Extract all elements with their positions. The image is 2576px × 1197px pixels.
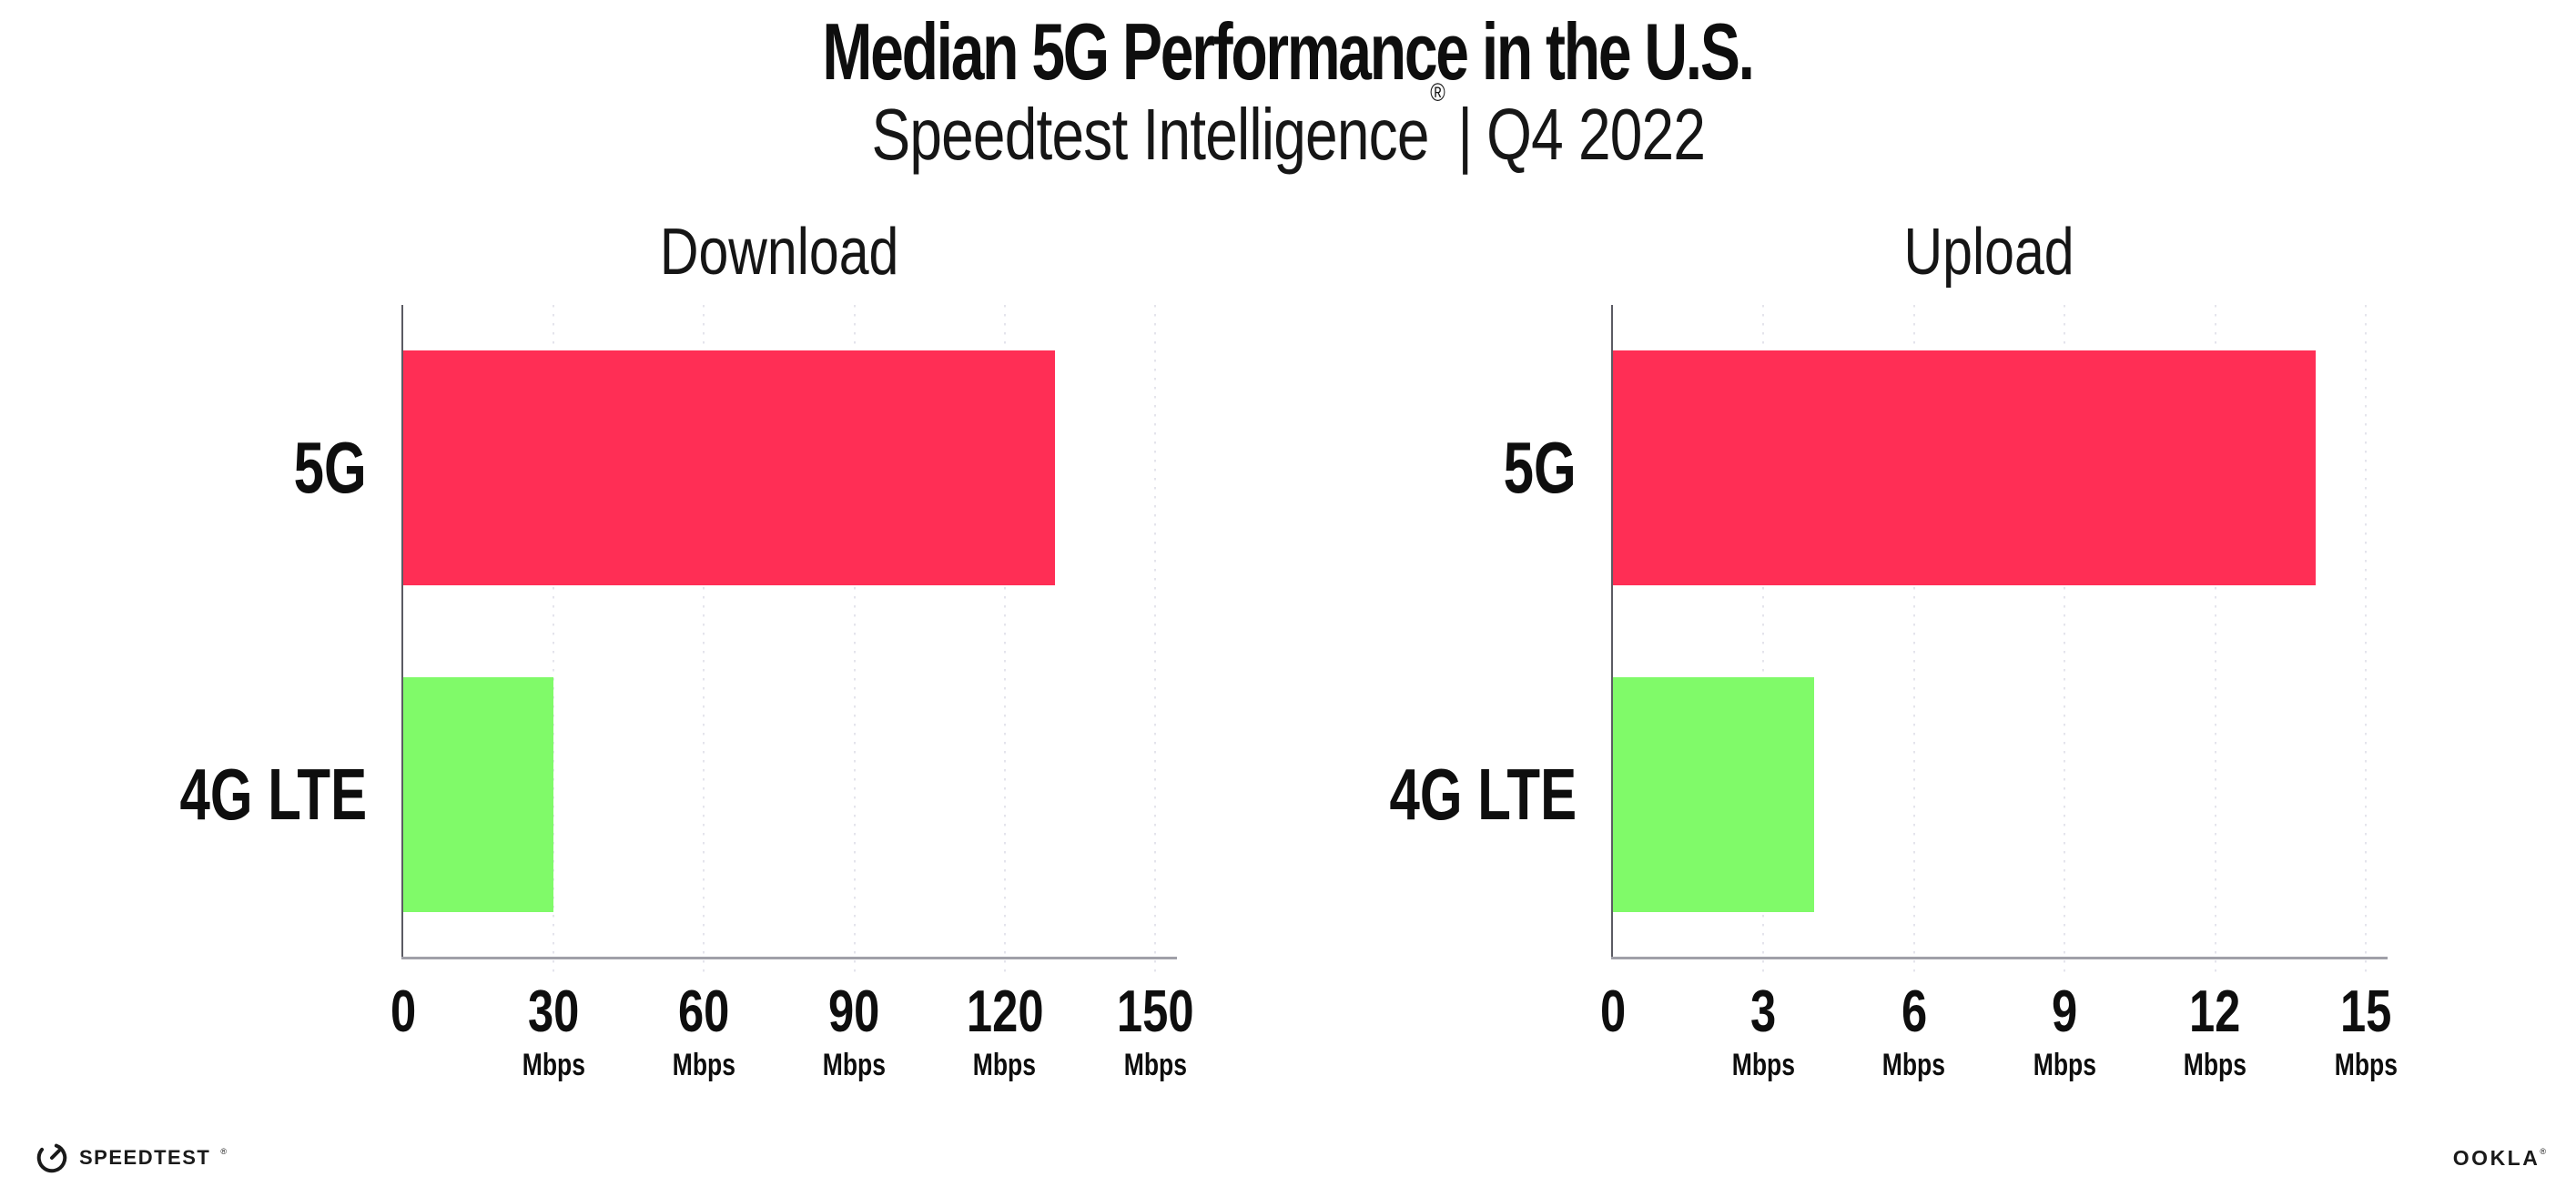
gridline-3 — [1762, 305, 1765, 972]
ookla-trademark: ® — [2540, 1147, 2546, 1156]
gridline-150 — [1154, 305, 1156, 972]
speedtest-logo: SPEEDTEST ® — [35, 1138, 227, 1178]
x-tick-value: 120 — [966, 978, 1044, 1044]
subtitle-brand: Speedtest Intelligence — [871, 94, 1429, 175]
x-tick-value: 15 — [2339, 978, 2392, 1044]
upload-plot-area: 0 3 Mbps 6 Mbps 9 Mbps 12 Mbps 15 Mbps 5G 4G LTE — [1389, 305, 2398, 1080]
y-label-4g-lte: 4G LTE — [179, 753, 367, 835]
x-tick-unit: Mbps — [2033, 1048, 2096, 1082]
registered-mark: ® — [1429, 78, 1445, 107]
page-subtitle: Speedtest Intelligence® | Q4 2022 — [0, 78, 2576, 177]
y-label-5g: 5G — [293, 427, 367, 509]
x-tick-value: 90 — [828, 978, 880, 1044]
x-tick-value: 150 — [1116, 978, 1194, 1044]
upload-chart-title: Upload — [1903, 216, 2075, 289]
x-tick-unit: Mbps — [973, 1048, 1037, 1082]
x-tick-value: 30 — [527, 978, 580, 1044]
gridline-60 — [703, 305, 705, 972]
speedtest-gauge-icon — [36, 1143, 67, 1173]
x-tick-unit: Mbps — [1123, 1048, 1187, 1082]
x-tick-unit: Mbps — [522, 1048, 585, 1082]
gridline-9 — [2064, 305, 2066, 972]
subtitle-separator: | — [1457, 94, 1473, 175]
bar-4g-lte — [403, 676, 554, 912]
x-tick-value: 6 — [1901, 978, 1927, 1044]
x-tick-unit: Mbps — [1731, 1048, 1796, 1082]
gridline-90 — [853, 305, 856, 972]
gridline-30 — [553, 305, 555, 972]
speedtest-trademark: ® — [220, 1147, 227, 1156]
y-axis-line — [401, 305, 403, 959]
download-plot-area: 0 30 Mbps 60 Mbps 90 Mbps 120 Mbps 150 Mbps 5G 4G LT… — [179, 305, 1193, 1080]
subtitle-period: Q4 2022 — [1486, 94, 1706, 175]
x-tick-value: 0 — [1599, 978, 1627, 1044]
x-tick-value: 60 — [678, 978, 730, 1044]
x-axis-line — [401, 957, 1177, 959]
page-subtitle-text: Speedtest Intelligence® | Q4 2022 — [871, 78, 1706, 177]
gridline-12 — [2214, 305, 2216, 972]
x-tick-unit: Mbps — [1882, 1048, 1946, 1082]
x-tick-value: 3 — [1750, 978, 1777, 1044]
y-label-4g-lte: 4G LTE — [1389, 753, 1577, 835]
x-tick-value: 9 — [2052, 978, 2078, 1044]
x-tick-value: 12 — [2189, 978, 2241, 1044]
x-tick-unit: Mbps — [2334, 1048, 2398, 1082]
bar-5g — [1613, 350, 2316, 586]
gridline-120 — [1003, 305, 1006, 972]
gridline-15 — [2365, 305, 2367, 972]
ookla-logo: OOKLA ® — [2453, 1141, 2546, 1174]
ookla-wordmark: OOKLA — [2452, 1145, 2541, 1170]
y-axis-line — [1611, 305, 1613, 959]
bar-5g — [403, 350, 1055, 586]
gridline-6 — [1912, 305, 1915, 972]
x-tick-unit: Mbps — [672, 1048, 736, 1082]
speedtest-wordmark: SPEEDTEST — [79, 1146, 211, 1169]
y-label-5g: 5G — [1503, 427, 1577, 509]
x-tick-unit: Mbps — [822, 1048, 887, 1082]
page-title: Median 5G Performance in the U.S. — [0, 5, 2576, 98]
bar-4g-lte — [1613, 676, 1814, 912]
page-title-text: Median 5G Performance in the U.S. — [822, 6, 1756, 96]
x-tick-value: 0 — [390, 978, 417, 1044]
download-chart-title: Download — [659, 216, 899, 289]
x-axis-line — [1611, 957, 2388, 959]
x-tick-unit: Mbps — [2183, 1048, 2247, 1082]
